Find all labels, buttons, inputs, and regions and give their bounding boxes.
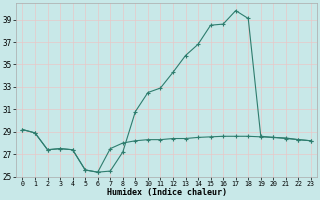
X-axis label: Humidex (Indice chaleur): Humidex (Indice chaleur) [107,188,227,197]
